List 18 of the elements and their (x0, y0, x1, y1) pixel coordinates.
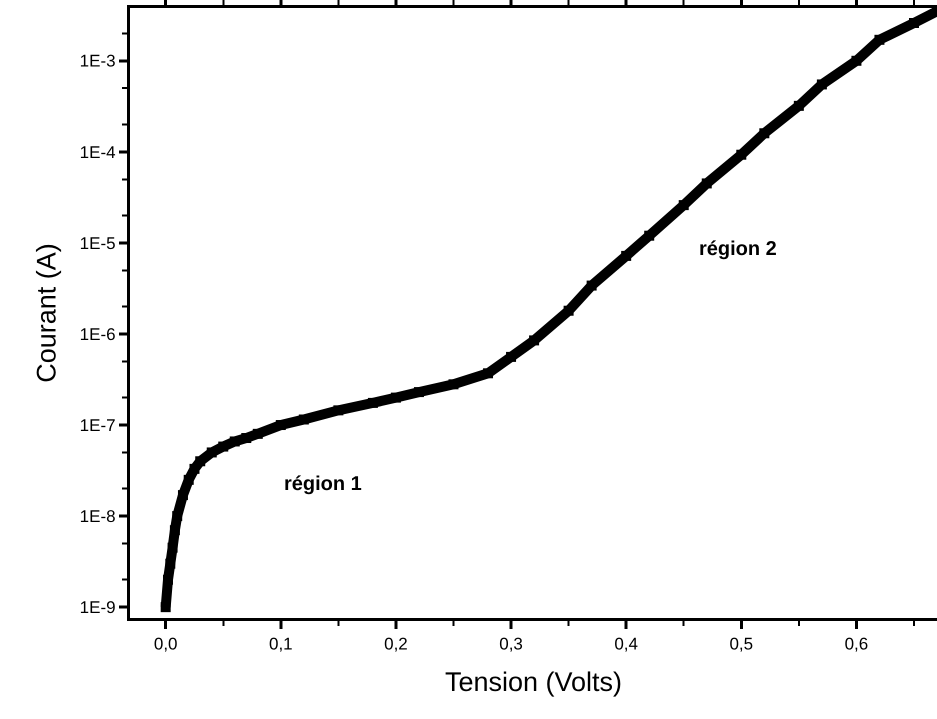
x-tick-label: 0,1 (268, 634, 293, 654)
y-tick-label: 1E-8 (80, 507, 116, 526)
x-tick-label: 0,4 (614, 634, 638, 654)
y-axis-title: Courant (A) (32, 243, 62, 383)
y-tick-label: 1E-4 (80, 142, 116, 162)
y-tick-label: 1E-7 (80, 416, 116, 435)
x-tick-label: 0,6 (844, 634, 868, 654)
x-tick-label: 0,5 (729, 634, 754, 654)
y-tick-label: 1E-9 (80, 598, 116, 618)
x-axis-title: Tension (Volts) (444, 666, 622, 697)
annotation: région 2 (699, 238, 777, 260)
y-tick-label: 1E-3 (80, 52, 116, 71)
y-tick-label: 1E-6 (80, 324, 116, 344)
x-tick-label: 0,0 (154, 634, 178, 654)
y-tick-label: 1E-5 (80, 234, 116, 253)
x-tick-label: 0,3 (499, 634, 523, 654)
annotation: région 1 (284, 473, 362, 495)
x-tick-label: 0,2 (384, 634, 408, 654)
